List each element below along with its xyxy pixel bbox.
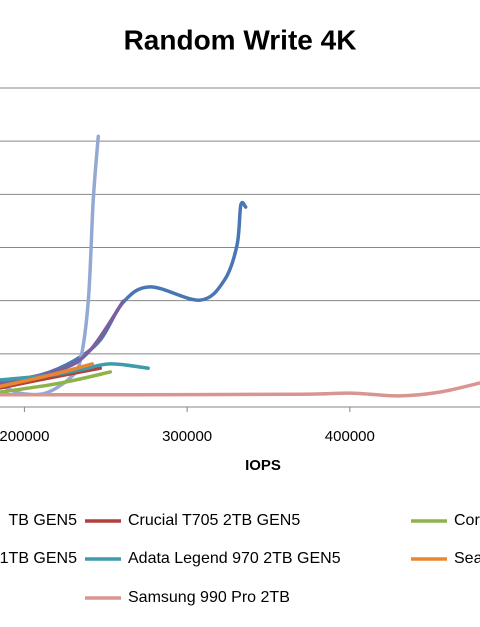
series-line bbox=[0, 362, 95, 389]
x-tick-label: 400000 bbox=[325, 428, 375, 445]
legend-label: Crucial T705 2TB GEN5 bbox=[128, 512, 300, 529]
legend-label: Sea bbox=[454, 550, 480, 567]
legend-label: TB GEN5 bbox=[9, 512, 78, 529]
legend-label: Adata Legend 970 2TB GEN5 bbox=[128, 550, 341, 567]
x-axis-label: IOPS bbox=[245, 457, 281, 474]
x-tick-label: 300000 bbox=[162, 428, 212, 445]
series-line bbox=[0, 362, 150, 382]
legend-label: Samsung 990 Pro 2TB bbox=[128, 589, 290, 606]
series-line bbox=[0, 370, 113, 394]
series-line bbox=[0, 381, 480, 398]
chart-title: Random Write 4K bbox=[124, 24, 357, 55]
legend-label: Cor bbox=[454, 512, 480, 529]
x-tick-label: 200000 bbox=[0, 428, 49, 445]
series-line bbox=[0, 200, 248, 384]
legend-label: 1TB GEN5 bbox=[0, 550, 77, 567]
